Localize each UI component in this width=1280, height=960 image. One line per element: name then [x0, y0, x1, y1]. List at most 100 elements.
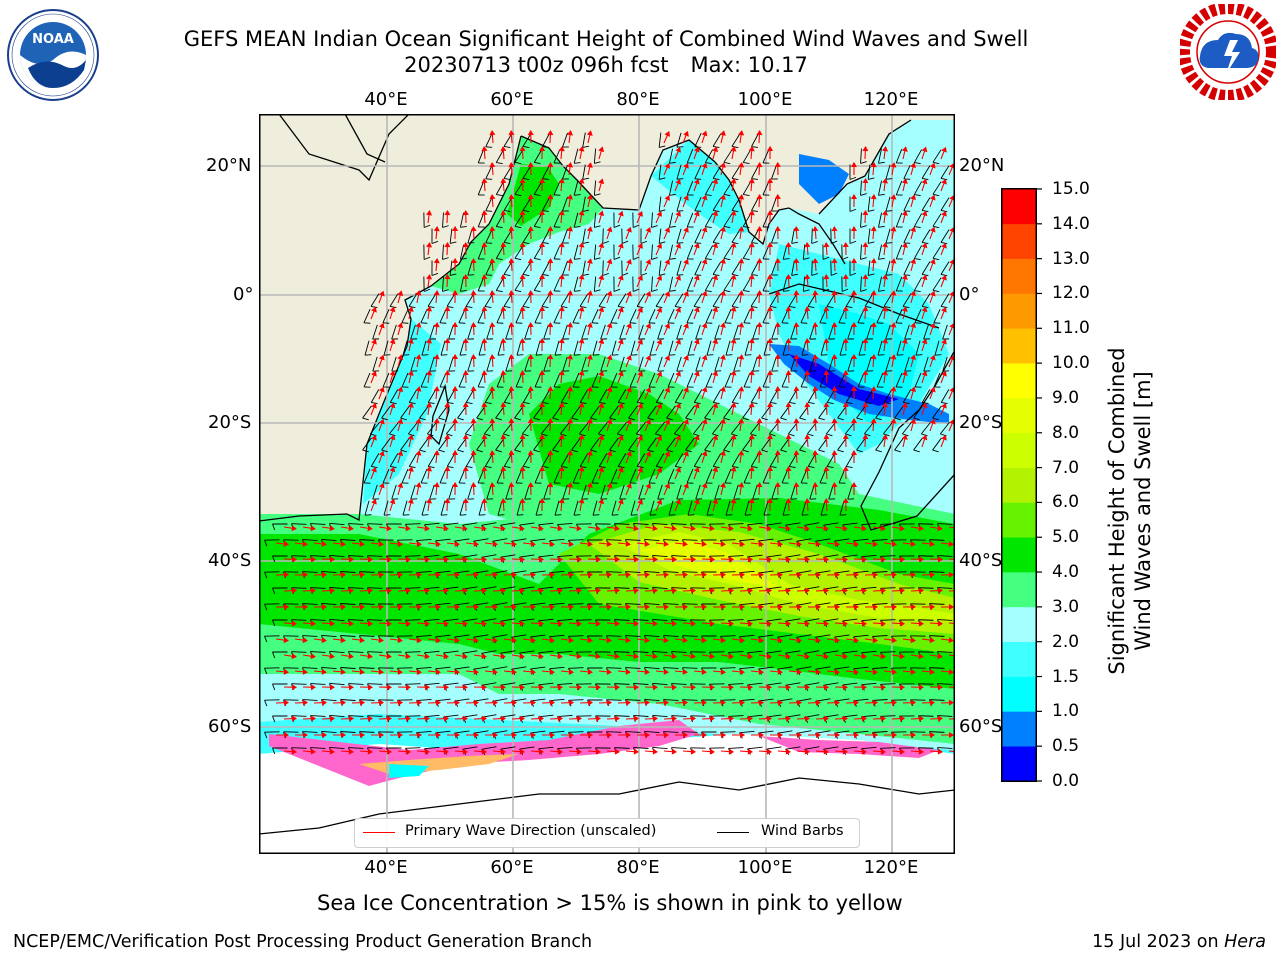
wind-barb-flag — [478, 354, 486, 356]
wind-barb — [571, 437, 581, 451]
wind-barb-flag — [272, 619, 276, 627]
wave-arrow-head — [701, 637, 707, 644]
wave-arrow-head — [663, 699, 670, 706]
wave-arrow-head — [804, 525, 810, 532]
wind-barb — [826, 389, 836, 403]
wind-barb-flag — [770, 466, 777, 469]
legend-wave-line — [363, 832, 395, 833]
wind-barb — [802, 276, 806, 292]
wave-arrow-head — [747, 525, 753, 532]
wave-arrow-head — [359, 603, 366, 610]
wind-barb — [500, 746, 516, 750]
wind-barb — [503, 389, 513, 403]
wave-arrow-head — [539, 273, 546, 280]
colorbar-tick-label: 2.0 — [1052, 631, 1080, 652]
wind-barb — [581, 356, 587, 372]
wave-arrow-head — [785, 337, 792, 344]
wind-barb — [440, 340, 446, 356]
wave-arrow-head — [645, 259, 652, 265]
wind-barb — [860, 180, 862, 196]
wave-arrow-head — [739, 540, 745, 547]
wave-arrow-head — [500, 497, 507, 504]
wind-barb — [538, 522, 554, 526]
wind-barb — [519, 650, 535, 654]
wind-barb-flag — [669, 257, 676, 260]
wind-barb — [686, 244, 694, 260]
wave-arrow-head — [815, 699, 822, 706]
wind-barb — [844, 421, 856, 435]
wind-barb-flag — [807, 433, 814, 437]
wind-barb — [807, 453, 817, 467]
wind-barb — [860, 244, 862, 260]
wave-arrow-head — [508, 353, 515, 360]
wind-barb — [657, 484, 663, 500]
wave-arrow-head — [872, 603, 879, 610]
wave-band-1.5 — [363, 319, 441, 504]
colorbar-tick-label: 6.0 — [1052, 492, 1080, 513]
wave-arrow-head — [595, 684, 602, 691]
wave-arrow-head — [389, 466, 396, 473]
wind-barb — [674, 453, 684, 467]
wave-arrow-head — [426, 402, 433, 408]
wind-barb — [667, 468, 675, 484]
wind-barb — [815, 538, 831, 542]
wave-arrow-head — [748, 177, 755, 184]
wave-arrow-head — [519, 525, 525, 532]
wave-arrow-head — [873, 731, 879, 739]
wind-barb-flag — [496, 290, 503, 292]
wind-barb-flag — [602, 273, 609, 276]
wave-arrow-head — [831, 449, 838, 456]
wave-arrow-head — [302, 699, 309, 706]
colorbar-tick-label: 15.0 — [1052, 179, 1090, 199]
wind-barb-flag — [783, 258, 790, 260]
wind-barb — [424, 714, 440, 718]
wind-barb-flag — [837, 417, 844, 421]
wind-barb — [747, 554, 763, 558]
wind-barb — [340, 571, 356, 573]
wave-arrow-head — [823, 748, 830, 755]
wind-barb — [462, 618, 478, 622]
wind-barb-flag — [903, 274, 911, 276]
wind-barb — [593, 180, 597, 196]
wind-barb — [658, 260, 662, 276]
wind-barb — [519, 682, 535, 686]
wind-barb — [481, 554, 497, 558]
wind-barb-flag — [442, 257, 449, 260]
wind-barb — [811, 260, 813, 276]
wave-arrow-head — [701, 322, 708, 329]
wind-barb — [348, 619, 364, 621]
wind-barb — [671, 683, 687, 685]
wave-arrow-head — [756, 417, 763, 424]
wind-barb-flag — [383, 514, 391, 516]
wind-barb — [648, 308, 656, 324]
wind-barb-flag — [846, 402, 853, 404]
wave-arrow-head — [899, 684, 906, 691]
wind-barb — [895, 180, 903, 196]
wind-barb — [524, 484, 530, 500]
wind-barb-flag — [685, 449, 692, 453]
wave-arrow-head — [558, 401, 565, 408]
colorbar-tick-label: 7.0 — [1052, 457, 1080, 478]
wind-barb — [658, 196, 662, 212]
wind-barb — [462, 650, 478, 654]
wave-arrow-head — [644, 571, 651, 578]
wind-barb-flag — [554, 514, 562, 516]
wind-barb-flag — [636, 305, 644, 309]
wave-arrow-head — [941, 402, 947, 409]
wave-arrow-head — [595, 587, 602, 594]
wind-barb — [348, 651, 364, 653]
wave-arrow-head — [407, 402, 414, 408]
wave-arrow-head — [664, 227, 671, 233]
wind-barb — [663, 635, 679, 637]
wind-barb — [382, 372, 390, 388]
wave-arrow-head — [470, 385, 477, 392]
wind-barb-flag — [427, 305, 435, 309]
wave-arrow-head — [462, 587, 469, 594]
wave-arrow-head — [728, 587, 735, 594]
wind-barb — [291, 651, 307, 653]
wind-barb-flag — [442, 289, 449, 292]
wind-barb-flag — [541, 433, 548, 437]
wave-arrow-head — [539, 305, 546, 312]
wind-barb-flag — [419, 449, 426, 453]
wind-barb-flag — [459, 354, 467, 356]
